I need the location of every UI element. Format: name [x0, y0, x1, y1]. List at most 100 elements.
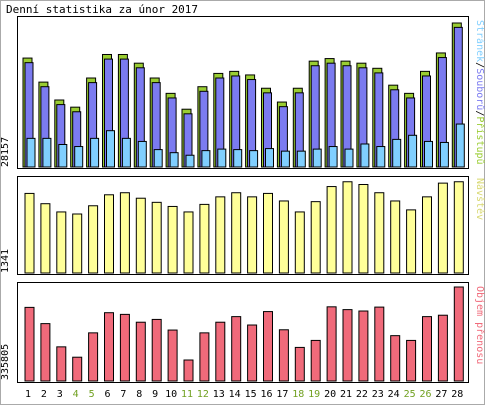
pages-bar	[328, 146, 338, 168]
panel-visits	[17, 176, 469, 275]
pages-bar	[169, 152, 179, 168]
day-label: 17	[276, 389, 289, 400]
volume-bar	[247, 324, 258, 382]
day-label: 9	[152, 389, 159, 400]
hits-files-pages-plot	[22, 22, 465, 168]
visits-bar	[263, 192, 273, 274]
panel-hits-files-pages	[17, 16, 469, 169]
middle-ymax-label: 1341	[0, 248, 11, 273]
volume-bar	[437, 314, 448, 382]
day-label: 11	[180, 389, 194, 400]
legend-hits: Přístupů	[474, 116, 485, 165]
top-ymax-label: 28157	[0, 136, 11, 167]
volume-bar	[342, 309, 353, 382]
volume-bar	[24, 306, 35, 382]
day-label: 2	[40, 389, 47, 400]
volume-bar	[278, 329, 289, 382]
visits-bar	[40, 203, 51, 274]
volume-bar	[406, 339, 417, 382]
pages-bar	[408, 134, 418, 168]
volume-bar	[263, 311, 273, 382]
day-label: 5	[88, 389, 95, 400]
day-label: 12	[196, 389, 209, 400]
day-label: 24	[387, 389, 400, 400]
day-label: 3	[56, 389, 63, 400]
pages-bar	[233, 149, 243, 168]
visits-plot	[24, 181, 464, 274]
day-label: 18	[292, 389, 305, 400]
legend-pages: Stránek	[474, 20, 485, 63]
visits-bar	[183, 211, 194, 274]
day-label: 26	[419, 389, 432, 400]
visits-bar	[310, 201, 321, 274]
day-label: 21	[339, 389, 353, 400]
volume-bar	[422, 316, 432, 382]
middle-legend: Návštěv	[474, 178, 485, 221]
panel-volume	[17, 282, 469, 383]
pages-bar	[265, 148, 274, 168]
volume-bar	[215, 321, 226, 382]
visits-bar	[437, 182, 448, 274]
visits-bar	[390, 200, 401, 274]
visits-bar	[56, 211, 67, 274]
visits-bar	[104, 194, 114, 274]
volume-plot	[24, 286, 464, 382]
visits-bar	[422, 196, 432, 274]
volume-bar	[199, 332, 210, 382]
day-label: 7	[120, 389, 127, 400]
day-label: 20	[324, 389, 337, 400]
visits-bar	[135, 197, 146, 274]
volume-bar	[390, 335, 401, 382]
visits-bar	[215, 196, 226, 274]
volume-bar	[40, 323, 51, 382]
visits-bar	[326, 186, 337, 274]
pages-bar	[392, 138, 402, 168]
day-label: 27	[435, 389, 448, 400]
day-label: 19	[308, 389, 321, 400]
visits-bar	[72, 213, 83, 274]
volume-bar	[88, 332, 99, 382]
visits-bar	[342, 181, 353, 274]
legend-separator-1: /	[474, 62, 485, 69]
volume-bar	[151, 318, 162, 382]
pages-bar	[121, 137, 131, 168]
day-label: 25	[403, 389, 416, 400]
volume-bar	[294, 346, 305, 382]
day-label: 1	[24, 389, 32, 400]
pages-bar	[26, 137, 36, 168]
pages-bar	[137, 140, 147, 168]
volume-bar	[72, 356, 83, 382]
volume-bar	[453, 286, 464, 382]
visits-bar	[247, 196, 258, 274]
volume-bar	[358, 310, 369, 382]
volume-bar	[135, 321, 146, 382]
pages-bar	[296, 150, 306, 168]
pages-bar	[312, 148, 322, 168]
visits-bar	[374, 192, 385, 274]
volume-bar	[56, 346, 67, 382]
day-label: 6	[104, 389, 111, 400]
day-label: 23	[371, 389, 384, 400]
day-label: 15	[244, 389, 257, 400]
visits-bar	[278, 200, 289, 274]
pages-bar	[74, 146, 84, 168]
visits-bar	[88, 205, 99, 274]
visits-bar	[199, 203, 210, 274]
bottom-legend: Objem přenosu	[474, 286, 485, 365]
visits-bar	[453, 181, 464, 274]
volume-bar	[183, 359, 194, 382]
visits-bar	[294, 211, 305, 274]
volume-bar	[374, 306, 385, 382]
day-label: 8	[136, 389, 143, 400]
visits-bar	[358, 183, 369, 274]
day-label: 28	[451, 389, 464, 400]
volume-bar	[104, 312, 114, 382]
visits-bar	[24, 192, 35, 274]
day-label: 13	[212, 389, 225, 400]
visits-bar	[167, 205, 178, 274]
day-label: 22	[355, 389, 368, 400]
legend-files: Souborů	[474, 68, 485, 111]
pages-bar	[106, 130, 115, 168]
pages-bar	[42, 137, 52, 168]
